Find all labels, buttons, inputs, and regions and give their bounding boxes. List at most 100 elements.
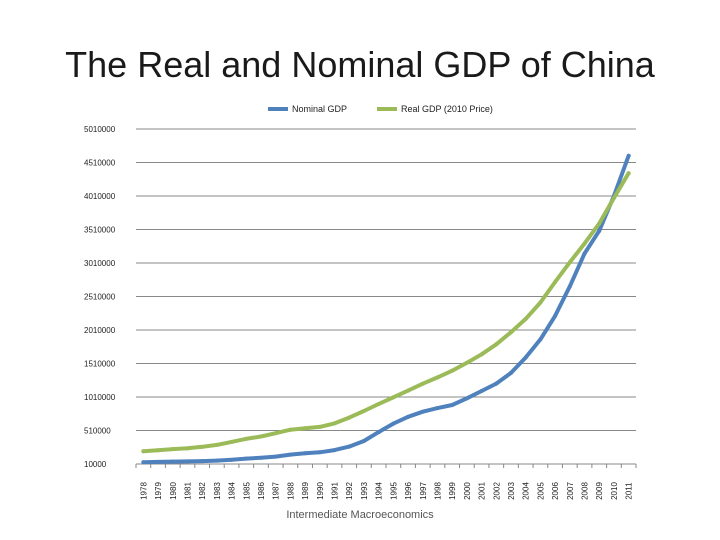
data-point-real	[156, 448, 161, 453]
x-tick-label: 1990	[316, 482, 325, 500]
legend-swatch-nominal	[268, 107, 288, 111]
x-tick-label: 1983	[213, 482, 222, 500]
y-tick-label: 4510000	[84, 159, 116, 168]
data-point-nominal	[185, 459, 190, 464]
data-point-nominal	[259, 455, 263, 460]
y-tick-label: 4010000	[84, 192, 116, 201]
chart-legend: Nominal GDP Real GDP (2010 Price)	[268, 102, 523, 116]
x-tick-label: 1982	[198, 482, 207, 500]
x-tick-label: 1985	[242, 482, 251, 500]
data-point-real	[288, 427, 293, 432]
slide-title: The Real and Nominal GDP of China	[65, 44, 655, 85]
data-point-nominal	[244, 456, 249, 461]
data-point-nominal	[509, 370, 513, 375]
legend-item-nominal: Nominal GDP	[268, 104, 347, 114]
legend-item-real: Real GDP (2010 Price)	[377, 104, 493, 114]
data-point-real	[509, 330, 513, 335]
x-tick-label: 1979	[154, 482, 163, 500]
data-point-nominal	[406, 414, 411, 419]
footer-text: Intermediate Macroeconomics	[286, 509, 434, 521]
x-tick-label: 2002	[492, 482, 501, 500]
y-tick-label: 5010000	[84, 125, 116, 134]
data-point-real	[229, 439, 234, 444]
data-point-nominal	[288, 452, 293, 457]
data-point-real	[317, 424, 322, 429]
x-tick-label: 1991	[331, 482, 340, 500]
data-point-real	[450, 368, 455, 373]
data-point-nominal	[141, 460, 146, 465]
data-point-nominal	[214, 458, 219, 463]
data-point-real	[582, 241, 587, 246]
y-tick-label: 2510000	[84, 293, 116, 302]
x-tick-label: 2000	[463, 482, 472, 500]
data-point-real	[597, 221, 602, 226]
data-point-real	[244, 436, 249, 441]
data-point-real	[479, 352, 484, 357]
data-point-real	[538, 300, 543, 305]
y-tick-label: 10000	[84, 460, 107, 469]
x-tick-label: 1980	[169, 482, 178, 500]
y-tick-label: 3510000	[84, 226, 116, 235]
data-point-nominal	[626, 153, 631, 158]
data-point-real	[273, 431, 278, 436]
data-point-real	[406, 388, 411, 393]
x-tick-label: 1978	[139, 482, 148, 500]
data-point-real	[435, 375, 440, 380]
data-point-nominal	[420, 409, 425, 414]
data-point-nominal	[538, 337, 543, 342]
data-point-real	[259, 434, 263, 439]
data-point-nominal	[553, 313, 558, 318]
data-point-real	[567, 260, 572, 265]
y-tick-label: 1510000	[84, 360, 116, 369]
data-point-nominal	[347, 444, 352, 449]
data-point-nominal	[156, 459, 161, 464]
x-tick-label: 2004	[522, 482, 531, 500]
data-point-real	[200, 444, 205, 449]
data-point-real	[185, 446, 190, 451]
y-tick-label: 3010000	[84, 259, 116, 268]
x-tick-label: 2001	[478, 482, 487, 500]
data-point-nominal	[273, 454, 278, 459]
x-tick-label: 1986	[257, 482, 266, 500]
y-tick-label: 2010000	[84, 326, 116, 335]
data-point-nominal	[582, 251, 587, 256]
data-point-nominal	[479, 388, 484, 393]
data-point-nominal	[303, 451, 308, 456]
x-tick-label: 2009	[595, 482, 604, 500]
x-tick-label: 1993	[360, 482, 369, 500]
data-point-real	[376, 401, 381, 406]
x-tick-label: 1998	[433, 482, 442, 500]
series-line-real	[141, 171, 631, 454]
data-point-real	[361, 409, 366, 414]
x-tick-label: 2010	[610, 482, 619, 500]
data-point-real	[494, 342, 499, 347]
data-point-nominal	[317, 450, 322, 455]
data-point-nominal	[391, 421, 396, 426]
x-tick-label: 2006	[551, 482, 560, 500]
data-point-real	[141, 449, 146, 454]
data-point-real	[303, 426, 308, 431]
data-point-nominal	[332, 448, 337, 453]
x-tick-label: 1997	[419, 482, 428, 500]
x-tick-label: 1989	[301, 482, 310, 500]
x-tick-label: 1988	[286, 482, 295, 500]
data-point-real	[214, 442, 219, 447]
data-point-real	[553, 279, 558, 284]
data-point-nominal	[450, 403, 455, 408]
data-point-real	[391, 395, 396, 400]
data-point-nominal	[435, 406, 440, 411]
legend-swatch-real	[377, 107, 398, 111]
data-point-nominal	[464, 396, 469, 401]
x-tick-label: 1984	[228, 482, 237, 500]
data-point-nominal	[567, 284, 572, 289]
data-point-real	[170, 447, 175, 452]
x-tick-label: 1995	[389, 482, 398, 500]
x-tick-label: 1996	[404, 482, 413, 500]
x-tick-label: 1987	[272, 482, 281, 500]
x-tick-label: 2005	[536, 482, 545, 500]
data-point-real	[464, 360, 469, 365]
y-tick-label: 510000	[84, 427, 111, 436]
data-point-nominal	[170, 459, 175, 464]
x-tick-label: 1994	[375, 482, 384, 500]
